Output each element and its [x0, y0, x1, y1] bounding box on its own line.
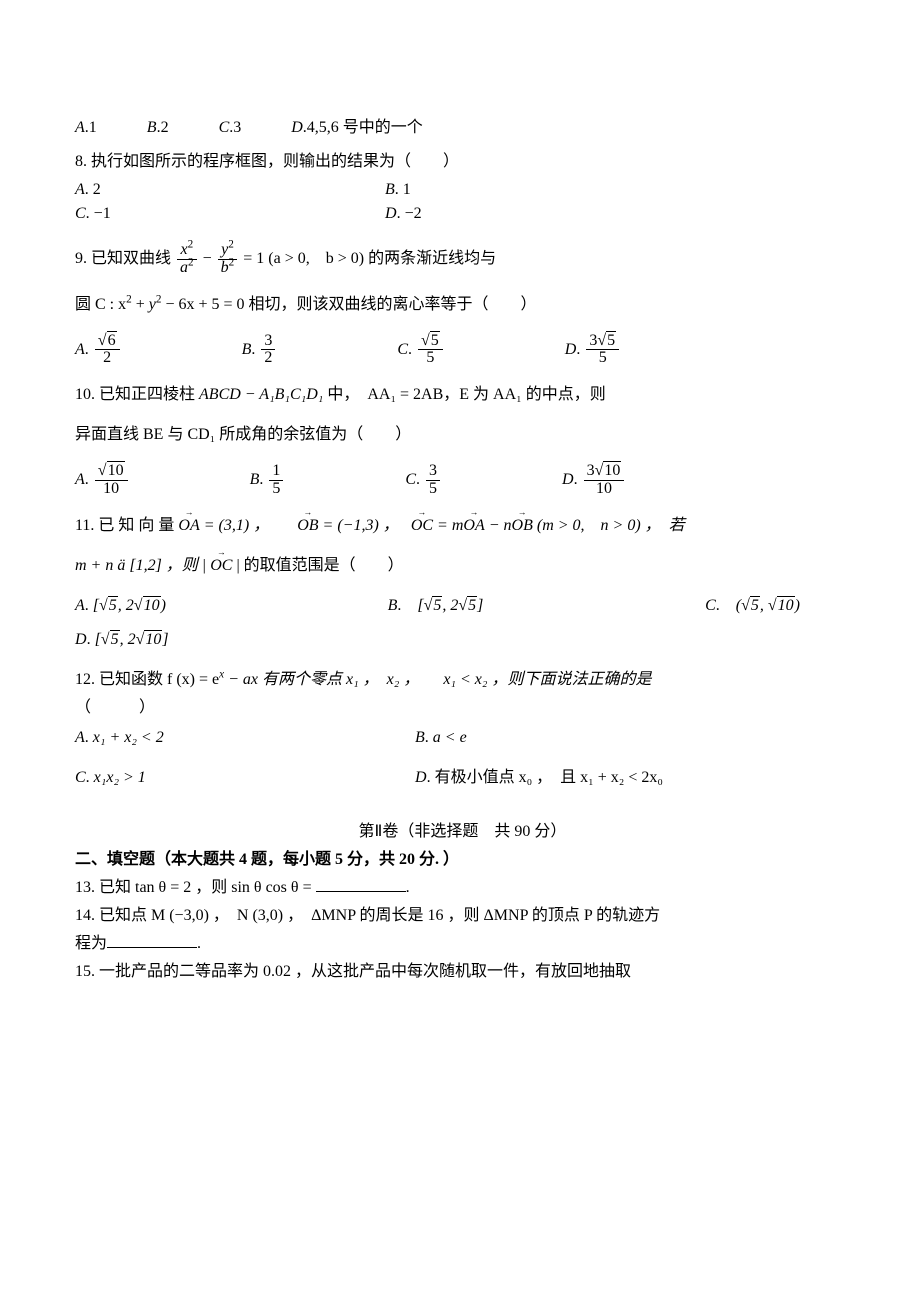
q12-opt-D: D. 有极小值点 x₀ ， 且 x₁ + x₂ < 2x₀ [415, 766, 663, 790]
vector-OC: OC [411, 514, 433, 538]
q9-l2-mid: − 6x + 5 = 0 相切，则该双曲线的离心率等于（ ） [161, 296, 536, 313]
q13-post: . [406, 879, 410, 896]
q8-B-text: 1 [403, 181, 411, 198]
q7-C-text: 3 [233, 119, 241, 136]
q11-line2: m + n ä [1,2] ，则 | OC | 的取值范围是（ ） [75, 554, 850, 578]
q9-l2-pre: 圆 C : x [75, 296, 126, 313]
q12-A-text: x₁ + x₂ < 2 [93, 729, 164, 746]
q14-l2post: . [197, 935, 201, 952]
q9-line1: 9. 已知双曲线 x2 a2 − y2 b2 = 1 (a > 0, b > 0… [75, 242, 850, 277]
q10-options: A. 1010 B. 15 C. 35 D. 31010 [75, 463, 850, 498]
q11-opt-A: A. [5, 210) [75, 594, 166, 618]
part2-title: 第Ⅱ卷（非选择题 共 90 分） [75, 820, 850, 844]
q8-stem: 8. 执行如图所示的程序框图，则输出的结果为（ ） [75, 150, 850, 174]
q12-line1: 12. 已知函数 f (x) = ex − ax 有两个零点 x₁ ， x₂ ，… [75, 668, 850, 692]
q12-D-text: 有极小值点 x₀ ， 且 x₁ + x₂ < 2x₀ [435, 769, 663, 786]
q14-blank [107, 947, 197, 948]
vector-OB-2: OB [512, 514, 533, 538]
q14-l2pre: 程为 [75, 935, 107, 952]
q7-opt-B: B.2 [147, 116, 169, 140]
vector-OA: OA [178, 514, 199, 538]
q11-options-1: A. [5, 210) B. [5, 25] C. (5, 10) [75, 594, 850, 618]
q11-opt-C: C. (5, 10) [705, 594, 800, 618]
q12-paren: （ ） [75, 696, 850, 720]
q7-options: A.1 B.2 C.3 D.4,5,6 号中的一个 [75, 116, 850, 140]
q11-opt-D: D. [5, 210] [75, 628, 850, 652]
q14-line2: 程为. [75, 932, 850, 956]
q11-l2mid: | 的取值范围是（ ） [232, 557, 403, 574]
q7-D-text: 4,5,6 号中的一个 [307, 119, 423, 136]
q12-options-1: A. x₁ + x₂ < 2 B. a < e [75, 726, 850, 750]
q12-C-text: x₁x₂ > 1 [94, 769, 146, 786]
q13-pre: 13. 已知 tan θ = 2 ，则 sin θ cos θ = [75, 879, 316, 896]
q9-eqtail: = 1 (a > 0, b > 0) 的两条渐近线均与 [243, 250, 496, 267]
q13-blank [316, 891, 406, 892]
q7-opt-D: D.4,5,6 号中的一个 [291, 116, 423, 140]
q8-opt-A: A. 2 [75, 178, 335, 202]
q11-OCeq: = m [433, 517, 463, 534]
q10-opt-C: C. 35 [405, 463, 442, 498]
q9-opt-C: C. 55 [397, 333, 444, 368]
q11-opt-B: B. [5, 25] [388, 594, 484, 618]
q7-opt-A: A.1 [75, 116, 97, 140]
q11-tail: (m > 0, n > 0) ， 若 [537, 517, 685, 534]
q10-opt-A: A. 1010 [75, 463, 130, 498]
q10-line1: 10. 已知正四棱柱 ABCD − A₁B₁C₁D₁ 中， AA₁ = 2AB，… [75, 383, 850, 407]
q10-line2: 异面直线 BE 与 CD₁ 所成角的余弦值为（ ） [75, 423, 850, 447]
q10-pre: 10. 已知正四棱柱 [75, 386, 199, 403]
q12-opt-C: C. x₁x₂ > 1 [75, 766, 365, 790]
q9-opt-D: D. 355 [565, 333, 621, 368]
q10-prism: ABCD − A₁B₁C₁D₁ [199, 386, 323, 403]
q9-options: A. 62 B. 32 C. 55 D. 355 [75, 333, 850, 368]
q12-opt-B: B. a < e [415, 726, 467, 750]
q14-line1: 14. 已知点 M (−3,0) ， N (3,0) ， ΔMNP 的周长是 1… [75, 904, 850, 928]
q11-OCmid: − n [485, 517, 512, 534]
q8-opt-C: C. −1 [75, 202, 335, 226]
q9-frac1: x2 a2 [177, 242, 197, 277]
q9-line2: 圆 C : x2 + y2 − 6x + 5 = 0 相切，则该双曲线的离心率等… [75, 293, 850, 317]
q7-B-text: 2 [161, 119, 169, 136]
q8-A-text: 2 [93, 181, 101, 198]
vector-OC-2: OC [210, 554, 232, 578]
q8-C-text: −1 [94, 205, 111, 222]
vector-OB: OB [297, 514, 318, 538]
q11-l2pre: m + n ä [1,2] ，则 | [75, 557, 210, 574]
q8-options-2: C. −1 D. −2 [75, 202, 850, 226]
q10-opt-B: B. 15 [250, 463, 286, 498]
q11-OAv: = (3,1) ， [200, 517, 293, 534]
fill-header: 二、填空题（本大题共 4 题，每小题 5 分，共 20 分. ） [75, 848, 850, 872]
q12-opt-A: A. x₁ + x₂ < 2 [75, 726, 365, 750]
q15-line1: 15. 一批产品的二等品率为 0.02 ，从这批产品中每次随机取一件，有放回地抽… [75, 960, 850, 984]
q8-opt-B: B. 1 [385, 178, 411, 202]
vector-OA-2: OA [463, 514, 484, 538]
q9-prefix: 9. 已知双曲线 [75, 250, 171, 267]
q8-D-text: −2 [405, 205, 422, 222]
q13: 13. 已知 tan θ = 2 ，则 sin θ cos θ = . [75, 876, 850, 900]
q10-opt-D: D. 31010 [562, 463, 626, 498]
q12-B-text: a < e [433, 729, 467, 746]
q7-opt-C: C.3 [219, 116, 242, 140]
q12-mid: − ax 有两个零点 x₁ ， x₂ ， x₁ < x₂ ，则下面说法正确的是 [224, 671, 651, 688]
q11-pre: 11. 已 知 向 量 [75, 517, 178, 534]
q9-opt-A: A. 62 [75, 333, 122, 368]
q12-pre: 12. 已知函数 f (x) = e [75, 671, 219, 688]
q9-frac2: y2 b2 [218, 242, 238, 277]
q7-A-text: 1 [89, 119, 97, 136]
q10-mid: 中， AA₁ = 2AB，E 为 AA₁ 的中点，则 [323, 386, 605, 403]
q8-options: A. 2 B. 1 [75, 178, 850, 202]
q9-opt-B: B. 32 [242, 333, 278, 368]
q11-OBv: = (−1,3) ， [319, 517, 407, 534]
q8-opt-D: D. −2 [385, 202, 422, 226]
q11-line1: 11. 已 知 向 量 OA = (3,1) ， OB = (−1,3) ， O… [75, 514, 850, 538]
q12-options-2: C. x₁x₂ > 1 D. 有极小值点 x₀ ， 且 x₁ + x₂ < 2x… [75, 766, 850, 790]
